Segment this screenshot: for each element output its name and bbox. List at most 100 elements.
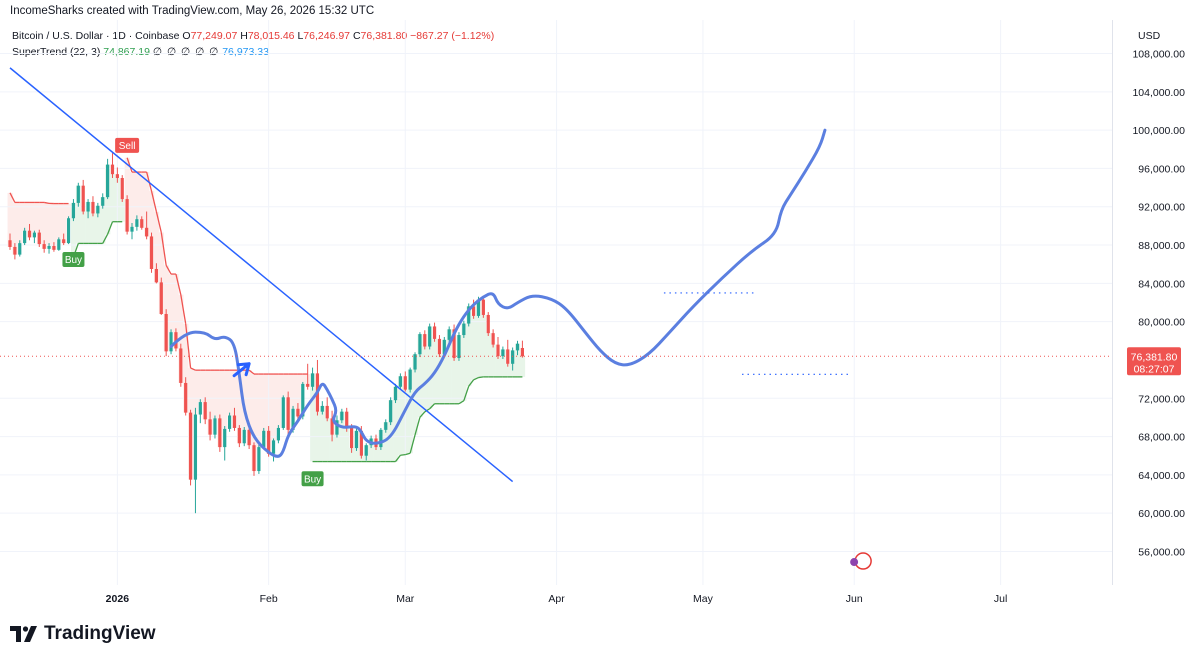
sell-signal-badge — [115, 137, 140, 153]
bullish-candle — [135, 219, 139, 227]
time-tick-label: Jun — [846, 593, 863, 605]
chart-attribution: IncomeSharks created with TradingView.co… — [10, 5, 375, 17]
supertrend-up-line — [468, 379, 475, 387]
bullish-candle — [193, 414, 198, 480]
close-label: C — [352, 30, 361, 42]
supertrend-down-line — [9, 192, 16, 203]
supertrend-fill — [168, 274, 174, 333]
change-value: −867.27 (−1.12%) — [410, 30, 495, 42]
supertrend-fill — [388, 400, 394, 462]
bullish-candle — [310, 373, 315, 387]
signals-layer: Buy Sell Buy — [62, 137, 324, 487]
bullish-candle — [457, 335, 461, 359]
supertrend-fill — [251, 374, 257, 472]
supertrend-fill — [397, 376, 404, 456]
bearish-candle — [52, 246, 56, 250]
supertrend-fill — [222, 370, 228, 429]
supertrend-fill — [95, 205, 101, 244]
high-value: 78,015.46 — [247, 30, 295, 42]
supertrend-fill — [202, 370, 208, 420]
supertrend-fill — [310, 373, 316, 462]
supertrend-fill — [241, 370, 247, 430]
bullish-candle — [228, 415, 232, 429]
supertrend-fill — [290, 374, 296, 409]
open-label: O — [182, 30, 191, 42]
supertrend-up-line — [458, 400, 465, 405]
indicator-value-down: 76,973.33 — [222, 46, 269, 58]
bullish-candle — [66, 218, 71, 244]
bullish-candle — [340, 411, 344, 421]
bearish-candle — [159, 282, 163, 314]
bearish-candle — [232, 415, 237, 428]
bullish-candle — [86, 201, 90, 212]
supertrend-fill — [373, 447, 379, 462]
supertrend-fill — [173, 274, 179, 349]
bullish-candle — [96, 205, 100, 214]
currency-label: USD — [1138, 30, 1161, 42]
supertrend-fill — [75, 185, 82, 244]
open-value: 77,249.07 — [190, 30, 238, 42]
supertrend-fill — [66, 203, 72, 219]
chart-legend: Bitcoin / U.S. Dollar · 1D · Coinbase O7… — [12, 28, 494, 60]
price-tick-label: 100,000.00 — [1132, 125, 1185, 137]
supertrend-up-line — [405, 452, 411, 456]
supertrend-fill — [515, 343, 521, 377]
bullish-candle — [413, 354, 417, 370]
tradingview-logo-icon — [10, 626, 37, 642]
indicator-empty-values: ∅ ∅ ∅ ∅ ∅ — [152, 46, 220, 58]
bearish-candle — [359, 430, 363, 456]
supertrend-fill — [36, 202, 43, 245]
bullish-candle — [32, 232, 36, 238]
bullish-candle — [281, 397, 285, 428]
bullish-candle — [198, 402, 202, 415]
bar-countdown: 08:27:07 — [1134, 363, 1175, 375]
tradingview-logo[interactable]: TradingView — [10, 623, 156, 645]
indicator-legend-row[interactable]: SuperTrend (22, 3) 74,867.19 ∅ ∅ ∅ ∅ ∅ 7… — [12, 44, 494, 60]
bullish-candle — [389, 400, 393, 423]
supertrend-fill — [110, 174, 116, 222]
price-tick-label: 56,000.00 — [1138, 546, 1185, 558]
bearish-candle — [403, 376, 407, 390]
bearish-candle — [91, 201, 95, 214]
bearish-candle — [218, 418, 222, 448]
bullish-candle — [428, 326, 432, 347]
supertrend-fill — [31, 202, 38, 233]
bullish-candle — [476, 299, 481, 316]
price-axis[interactable] — [1112, 20, 1200, 585]
supertrend-fill — [437, 354, 443, 404]
supertrend-up-line — [106, 221, 114, 235]
supertrend-fill — [295, 374, 301, 417]
supertrend-fill — [393, 386, 399, 462]
bullish-candle — [106, 164, 110, 198]
bullish-candle — [169, 332, 173, 352]
supertrend-fill — [124, 157, 130, 232]
bearish-candle — [115, 174, 119, 179]
supertrend-fill — [256, 374, 262, 448]
supertrend-fill — [227, 370, 233, 416]
tradingview-logo-text: TradingView — [44, 623, 156, 644]
low-value: 76,246.97 — [303, 30, 351, 42]
last-price-tag — [1127, 347, 1181, 376]
supertrend-fill — [129, 172, 135, 227]
supertrend-fill — [344, 427, 350, 462]
buy-signal-badge — [62, 252, 85, 267]
bullish-candle — [213, 418, 217, 435]
bullish-candle — [57, 239, 61, 250]
sell-signal-label: Sell — [119, 141, 136, 152]
supertrend-up-line — [424, 408, 431, 413]
supertrend-fill — [183, 323, 189, 413]
supertrend-down-line — [126, 157, 133, 173]
bearish-candle — [184, 382, 188, 413]
bullish-candle — [257, 447, 261, 472]
supertrend-fill — [61, 203, 67, 244]
supertrend-fill — [334, 420, 340, 462]
bullish-candle — [242, 429, 246, 444]
descending-trendline — [9, 67, 514, 483]
bullish-candle — [379, 429, 383, 448]
symbol-legend-row[interactable]: Bitcoin / U.S. Dollar · 1D · Coinbase O7… — [12, 28, 494, 44]
supertrend-down-line — [248, 369, 255, 375]
buy-signal-badge — [301, 471, 324, 487]
price-tick-label: 96,000.00 — [1138, 163, 1185, 175]
supertrend-fill — [246, 370, 252, 446]
